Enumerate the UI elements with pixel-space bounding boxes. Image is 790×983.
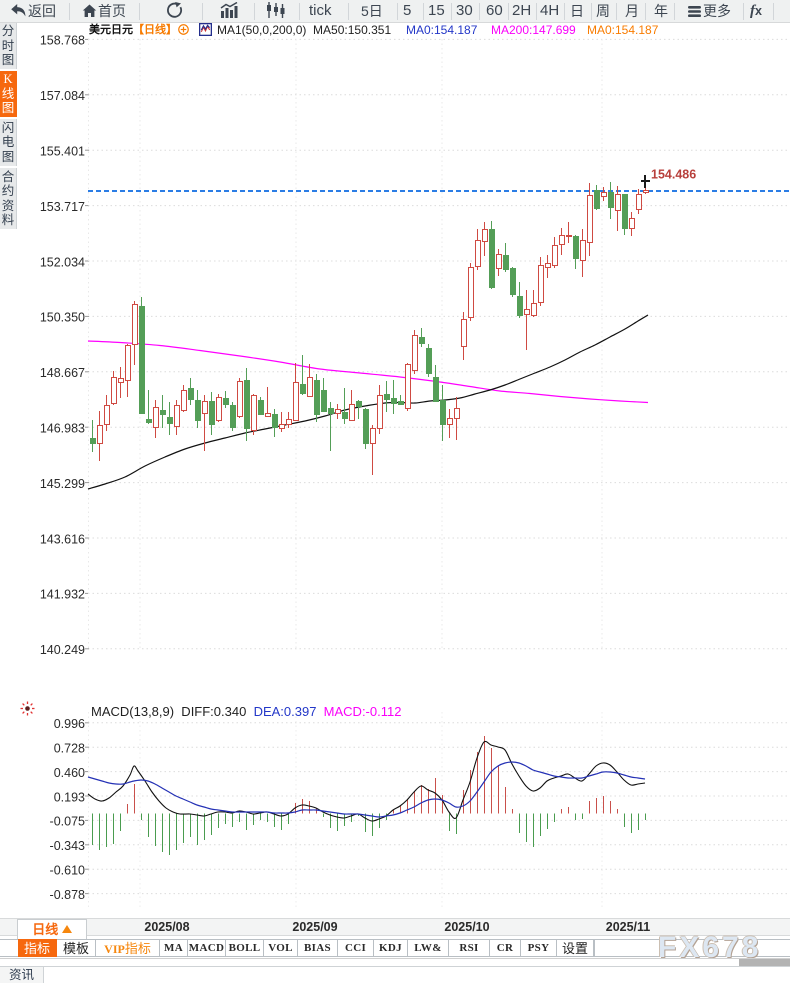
- svg-text:154.486: 154.486: [651, 168, 696, 182]
- svg-text:141.932: 141.932: [40, 588, 85, 602]
- svg-text:-0.610: -0.610: [50, 864, 85, 878]
- svg-text:0.193: 0.193: [54, 790, 85, 804]
- svg-text:-0.075: -0.075: [50, 815, 85, 829]
- svg-text:148.667: 148.667: [40, 366, 85, 380]
- svg-text:153.717: 153.717: [40, 200, 85, 214]
- svg-text:145.299: 145.299: [40, 477, 85, 491]
- svg-text:158.768: 158.768: [40, 34, 85, 48]
- svg-text:-0.878: -0.878: [50, 888, 85, 902]
- svg-text:0.728: 0.728: [54, 742, 85, 756]
- svg-text:152.034: 152.034: [40, 255, 85, 269]
- svg-text:-0.343: -0.343: [50, 839, 85, 853]
- svg-text:157.084: 157.084: [40, 89, 85, 103]
- svg-text:155.401: 155.401: [40, 145, 85, 159]
- svg-text:150.350: 150.350: [40, 311, 85, 325]
- svg-text:146.983: 146.983: [40, 422, 85, 436]
- svg-text:140.249: 140.249: [40, 643, 85, 657]
- svg-text:143.616: 143.616: [40, 532, 85, 546]
- svg-text:0.460: 0.460: [54, 766, 85, 780]
- svg-text:0.996: 0.996: [54, 717, 85, 731]
